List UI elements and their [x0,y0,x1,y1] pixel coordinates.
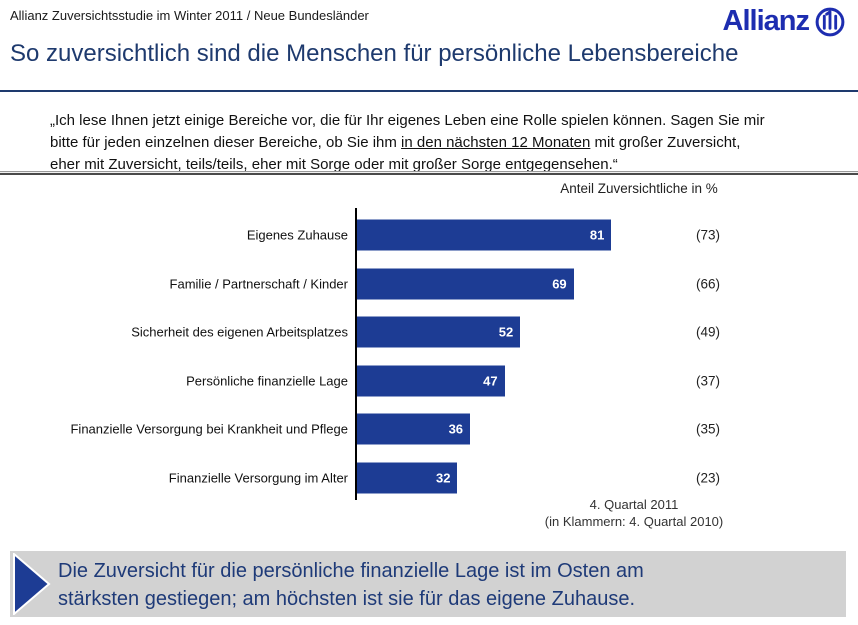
arrow-right-icon [13,553,51,615]
key-message-line-2: stärksten gestiegen; am höchsten ist sie… [58,588,636,610]
chart-axis-label: Anteil Zuversichtliche in % [560,181,718,196]
previous-value: (23) [695,470,720,486]
study-subtitle: Allianz Zuversichtsstudie im Winter 2011… [10,8,369,23]
previous-value: (35) [695,421,720,437]
allianz-logo: Allianz [723,5,846,38]
allianz-logo-text: Allianz [722,5,810,37]
key-message-line-1: Die Zuversicht für die persönliche finan… [58,560,644,582]
bar: 47 [357,365,505,397]
underlined-phrase: in den nächsten 12 Monaten [401,134,591,151]
category-label: Finanzielle Versorgung bei Krankheit und… [70,421,348,437]
category-label: Eigenes Zuhause [246,227,348,243]
quote-line-3: eher mit Zuversicht, teils/teils, eher m… [50,156,618,173]
bar-value: 81 [589,227,605,243]
bar-value: 47 [483,373,498,389]
bar-row: Persönliche finanzielle Lage 47 (37) [0,357,858,406]
key-message-box: Die Zuversicht für die persönliche finan… [10,551,846,617]
category-label: Persönliche finanzielle Lage [186,373,348,389]
bar-value: 52 [498,324,514,340]
bar-value: 32 [436,470,451,486]
chart-footnote: 4. Quartal 2011 (in Klammern: 4. Quartal… [448,496,820,530]
survey-question-quote: „Ich lese Ihnen jetzt einige Bereiche vo… [50,110,840,176]
bar: 32 [357,462,458,494]
footnote-line-2: (in Klammern: 4. Quartal 2010) [544,514,724,529]
bar-row: Finanzielle Versorgung im Alter 32 (23) [0,454,858,503]
title-rule [0,90,858,92]
allianz-eagle-icon [815,7,845,36]
quote-line-1: „Ich lese Ihnen jetzt einige Bereiche vo… [50,112,765,129]
bar: 36 [357,413,471,445]
bar: 69 [357,268,574,300]
bar-row: Familie / Partnerschaft / Kinder 69 (66) [0,260,858,309]
bar-row: Sicherheit des eigenen Arbeitsplatzes 52… [0,308,858,357]
footnote-line-1: 4. Quartal 2011 [589,497,679,512]
category-label: Finanzielle Versorgung im Alter [168,470,348,486]
key-message-text: Die Zuversicht für die persönliche finan… [58,557,644,613]
page-title: So zuversichtlich sind die Menschen für … [10,40,739,67]
bar-value: 36 [448,421,464,437]
previous-value: (73) [695,227,720,243]
bar-row: Finanzielle Versorgung bei Krankheit und… [0,405,858,454]
category-label: Sicherheit des eigenen Arbeitsplatzes [131,324,348,340]
bar-chart: Eigenes Zuhause 81 (73) Familie / Partne… [0,211,858,502]
bar: 81 [357,219,612,251]
previous-value: (66) [695,276,720,292]
previous-value: (49) [695,324,720,340]
section-divider [0,171,858,175]
chart-axis-line [355,208,357,500]
quote-line-2: bitte für jeden einzelnen dieser Bereich… [50,134,741,151]
category-label: Familie / Partnerschaft / Kinder [169,276,348,292]
bar-row: Eigenes Zuhause 81 (73) [0,211,858,260]
bar: 52 [357,316,521,348]
previous-value: (37) [695,373,720,389]
bar-value: 69 [552,276,567,292]
